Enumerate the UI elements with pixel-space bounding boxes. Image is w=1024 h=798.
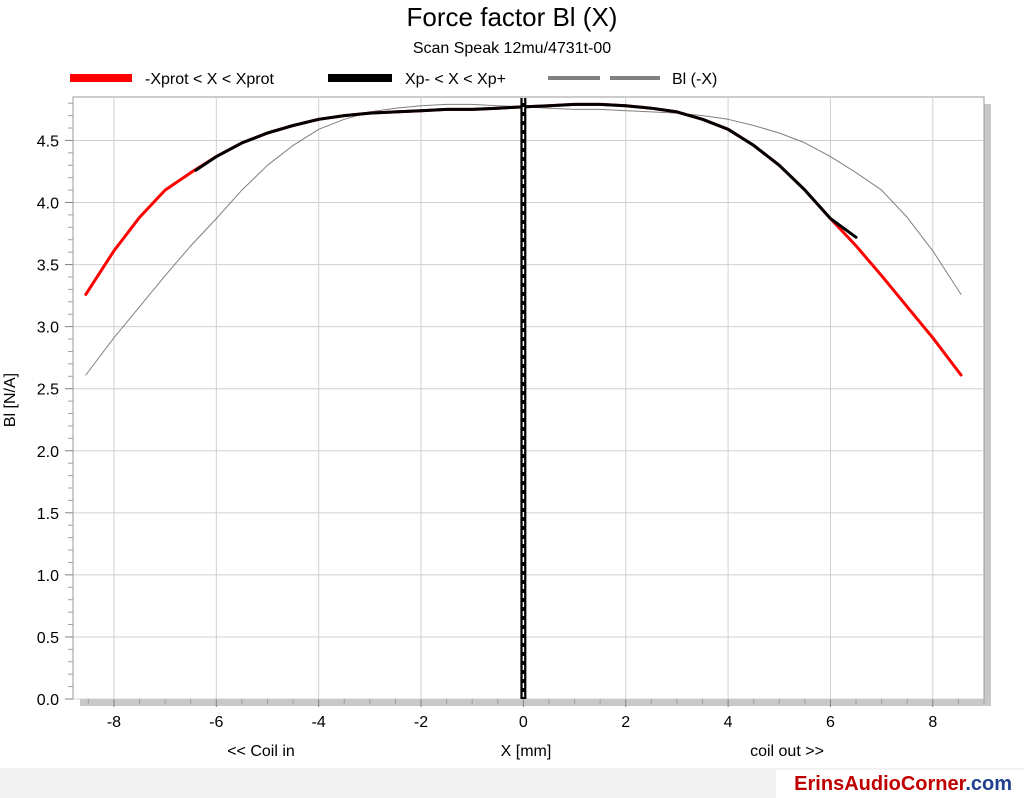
- watermark-prefix: ErinsAudioCorner: [794, 773, 966, 795]
- watermark: ErinsAudioCorner.com: [776, 770, 1024, 798]
- x-tick-label: 2: [621, 714, 630, 731]
- y-tick-label: 1.0: [37, 568, 59, 585]
- minor-ticks: [68, 102, 985, 704]
- grid: [65, 97, 984, 707]
- y-tick-label: 2.0: [37, 444, 59, 461]
- x-tick-label: -4: [312, 714, 326, 731]
- x-tick-label: 8: [928, 714, 937, 731]
- legend: -Xprot < X < Xprot Xp- < X < Xp+ Bl (-X): [70, 71, 717, 88]
- x-tick-label: 0: [519, 714, 528, 731]
- y-tick-label: 1.5: [37, 506, 59, 523]
- y-axis-label: Bl [N/A]: [2, 373, 19, 427]
- plot-area: [72, 96, 985, 700]
- y-tick-label: 3.5: [37, 258, 59, 275]
- x-tick-label: 6: [826, 714, 835, 731]
- y-tick-label: 4.0: [37, 196, 59, 213]
- y-tick-label: 3.0: [37, 320, 59, 337]
- x-axis-label-right: coil out >>: [750, 743, 824, 760]
- legend-label-xprot: -Xprot < X < Xprot: [145, 71, 275, 88]
- x-axis-label: X [mm]: [501, 743, 552, 760]
- tick-labels: -8 -6 -4 -2 0 2 4 6 8 0.0 0.5 1.0 1.5 2.0 2.5 3.0 3.5 4.0…: [37, 133, 938, 731]
- legend-label-xp: Xp- < X < Xp+: [405, 71, 506, 88]
- force-factor-chart: Force factor Bl (X) Scan Speak 12mu/4731…: [2, 2, 991, 760]
- chart-title: Force factor Bl (X): [407, 2, 618, 32]
- x-axis-label-left: << Coil in: [227, 743, 295, 760]
- y-tick-label: 2.5: [37, 382, 59, 399]
- x-tick-label: -2: [414, 714, 428, 731]
- watermark-suffix: .com: [965, 773, 1012, 795]
- y-tick-label: 0.0: [37, 692, 59, 709]
- x-tick-label: -6: [209, 714, 223, 731]
- x-tick-label: 4: [724, 714, 733, 731]
- y-tick-label: 4.5: [37, 133, 59, 150]
- y-tick-label: 0.5: [37, 630, 59, 647]
- chart-subtitle: Scan Speak 12mu/4731t-00: [413, 40, 611, 57]
- x-tick-label: -8: [107, 714, 121, 731]
- legend-label-bl-neg: Bl (-X): [672, 71, 717, 88]
